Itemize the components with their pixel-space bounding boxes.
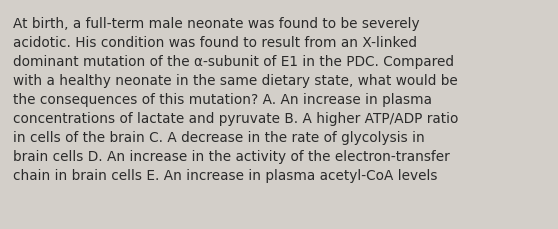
Text: At birth, a full-term male neonate was found to be severely
acidotic. His condit: At birth, a full-term male neonate was f… [13,17,458,182]
